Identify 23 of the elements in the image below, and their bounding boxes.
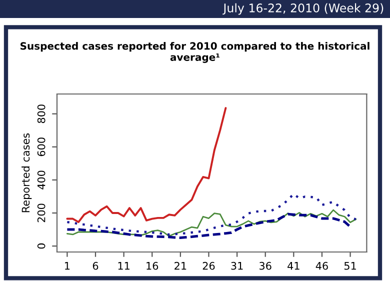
y-tick-label: 400 (37, 170, 46, 190)
x-tick-label: 21 (174, 262, 186, 270)
text: July 16-22, 2010 (Week 29) (222, 3, 384, 15)
y-tick-label: 200 (37, 204, 46, 222)
x-tick-label: 36 (260, 262, 272, 270)
line-series (66, 212, 352, 240)
chart-title: Suspected cases reported for 2010 compared to the historical average¹ (20, 42, 370, 63)
x-tick-label: 1 (65, 262, 70, 270)
y-tick-label: 0 (37, 243, 46, 249)
x-tick-label: 26 (202, 262, 215, 270)
line-series (66, 192, 358, 236)
x-tick-label: 31 (231, 262, 243, 270)
line-series (66, 107, 227, 224)
y-axis-title: Reported cases (22, 133, 32, 212)
line-series (66, 209, 357, 237)
x-tick-label: 51 (344, 262, 356, 270)
y-tick-label: 800 (37, 104, 46, 124)
x-tick-label: 11 (118, 262, 130, 270)
x-tick-label: 16 (146, 262, 158, 270)
x-tick-label: 41 (288, 262, 300, 270)
y-tick-label: 600 (37, 138, 46, 156)
x-tick-label: 6 (92, 262, 98, 270)
x-tick-label: 46 (316, 262, 328, 270)
